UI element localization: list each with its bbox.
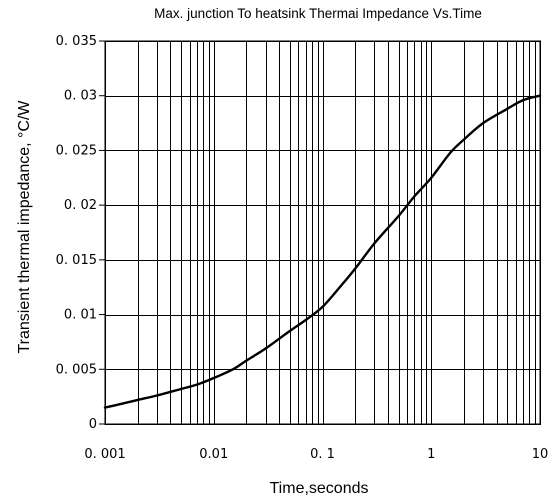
x-axis-label: Time,seconds [270,480,369,497]
y-tick-label: 0. 015 [56,253,97,268]
y-tick-label: 0. 02 [64,198,97,213]
series-line [103,94,542,409]
y-tick-label: 0. 025 [56,143,97,158]
x-tick-label: 0.01 [199,447,228,462]
grid [105,41,540,424]
y-tick-label: 0. 035 [56,34,97,49]
x-tick-label: 10 [532,447,549,462]
x-tick-label: 0. 1 [310,447,335,462]
y-tick-label: 0. 005 [56,362,97,377]
chart-title: Max. junction To heatsink Thermai Impeda… [154,6,482,21]
y-tick-label: 0. 01 [64,308,97,323]
plot-frame [104,40,541,425]
tick-labels: 0 0. 005 0. 01 0. 015 0. 02 0. 025 0. 03 0. 035… [56,34,549,462]
y-axis-label: Transient thermal impedance, °C/W [16,100,33,354]
y-tick-label: 0. 03 [64,89,97,104]
x-tick-label: 1 [427,447,435,462]
x-tick-label: 0. 001 [84,447,125,462]
y-tick-label: 0 [89,417,97,432]
